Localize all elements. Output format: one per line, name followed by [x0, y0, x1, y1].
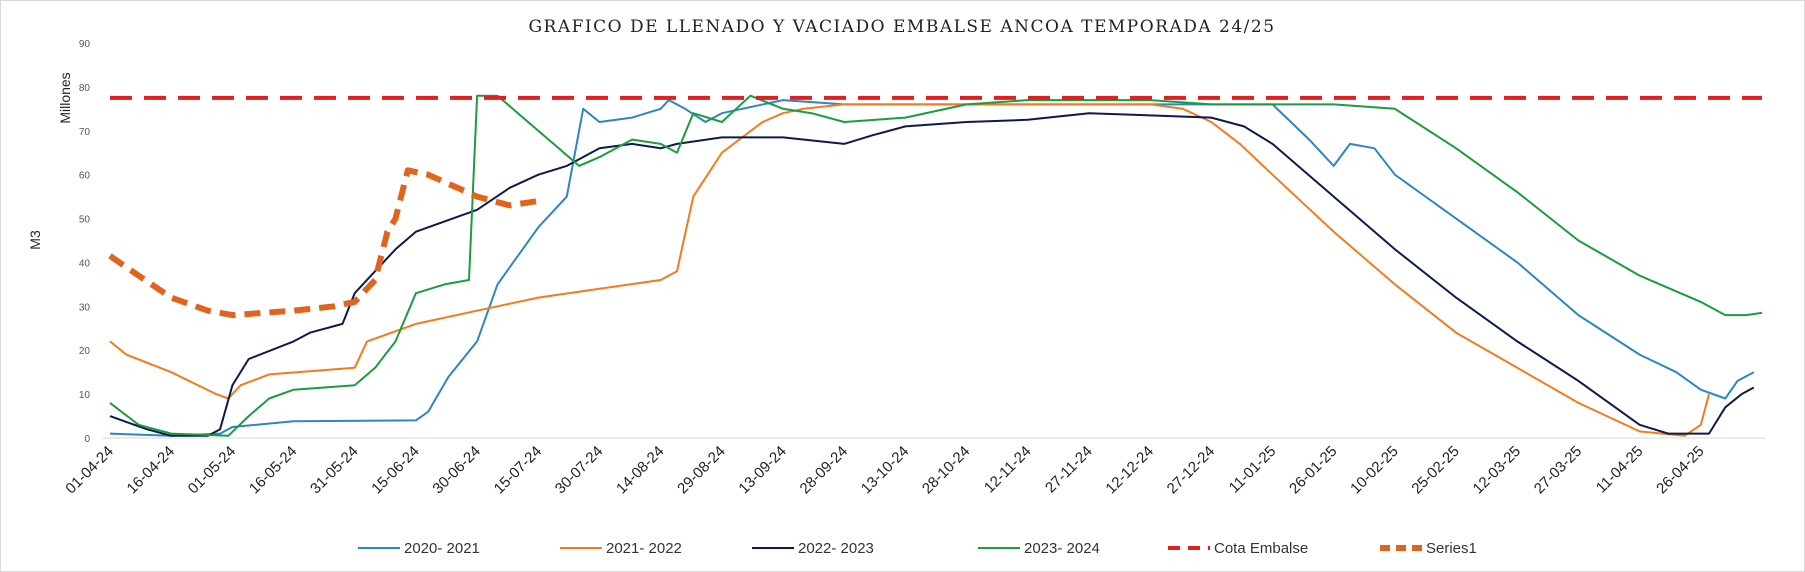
- y-axis-label: M3: [27, 230, 43, 250]
- series-line-4: [109, 94, 1763, 437]
- x-tick-label: 27-12-24: [1164, 443, 1218, 497]
- x-tick-label: 11-04-25: [1593, 443, 1647, 497]
- x-tick-label: 26-04-25: [1653, 443, 1707, 497]
- x-tick-label: 29-08-24: [674, 443, 728, 497]
- x-tick-label: 30-07-24: [552, 443, 606, 497]
- x-tick-label: 11-01-25: [1226, 443, 1280, 497]
- legend-label: 2020- 2021: [404, 540, 480, 557]
- x-tick-label: 15-06-24: [368, 443, 422, 497]
- y-tick-label: 90: [79, 39, 91, 50]
- x-tick-label: 12-03-25: [1470, 443, 1524, 497]
- legend-label: Series1: [1426, 540, 1477, 557]
- series-lines: [108, 94, 1763, 437]
- x-tick-label: 16-04-24: [124, 443, 178, 497]
- y-axis-unit: Millones: [57, 72, 73, 123]
- x-tick-label: 13-10-24: [858, 443, 912, 497]
- x-tick-label: 15-07-24: [491, 443, 545, 497]
- x-tick-label: 12-12-24: [1102, 443, 1156, 497]
- x-tick-label: 30-06-24: [429, 443, 483, 497]
- x-tick-label: 01-04-24: [62, 443, 116, 497]
- x-tick-label: 25-02-25: [1408, 443, 1462, 497]
- y-tick-label: 50: [79, 215, 91, 226]
- y-tick-label: 0: [84, 434, 90, 445]
- legend: 2020- 2021 2021- 2022 2022- 2023 2023- 2024…: [358, 540, 1477, 557]
- x-tick-label: 26-01-25: [1286, 443, 1340, 497]
- x-tick-label: 01-05-24: [185, 443, 239, 497]
- x-tick-label: 13-09-24: [735, 443, 789, 497]
- x-tick-label: 14-08-24: [613, 443, 667, 497]
- legend-label: 2022- 2023: [798, 540, 874, 557]
- x-tick-labels: 01-04-24 16-04-24 01-05-24 16-05-24 31-05-24…: [62, 443, 1707, 497]
- series-line-1: [109, 99, 1755, 437]
- legend-label: Cota Embalse: [1214, 540, 1308, 557]
- x-tick-label: 27-03-25: [1531, 443, 1585, 497]
- series-line-3: [109, 112, 1755, 437]
- x-tick-label: 10-02-25: [1347, 443, 1401, 497]
- y-tick-label: 60: [79, 171, 91, 182]
- y-tick-label: 20: [79, 346, 91, 357]
- x-tick-label: 16-05-24: [246, 443, 300, 497]
- legend-label: 2021- 2022: [606, 540, 682, 557]
- series-line-6: [108, 167, 539, 319]
- x-tick-label: 31-05-24: [307, 443, 361, 497]
- legend-label: 2023- 2024: [1024, 540, 1100, 557]
- x-tick-label: 28-09-24: [797, 443, 851, 497]
- y-tick-label: 30: [79, 302, 91, 313]
- x-tick-label: 12-11-24: [981, 443, 1035, 497]
- chart-title: GRAFICO DE LLENADO Y VACIADO EMBALSE ANC…: [528, 17, 1275, 37]
- x-tick-label: 28-10-24: [919, 443, 973, 497]
- y-tick-labels: 0 10 20 30 40 50 60 70 80 90: [79, 39, 91, 445]
- y-tick-label: 10: [79, 390, 91, 401]
- y-tick-label: 70: [79, 127, 91, 138]
- x-tick-label: 27-11-24: [1042, 443, 1096, 497]
- y-tick-label: 80: [79, 83, 91, 94]
- y-tick-label: 40: [79, 258, 91, 269]
